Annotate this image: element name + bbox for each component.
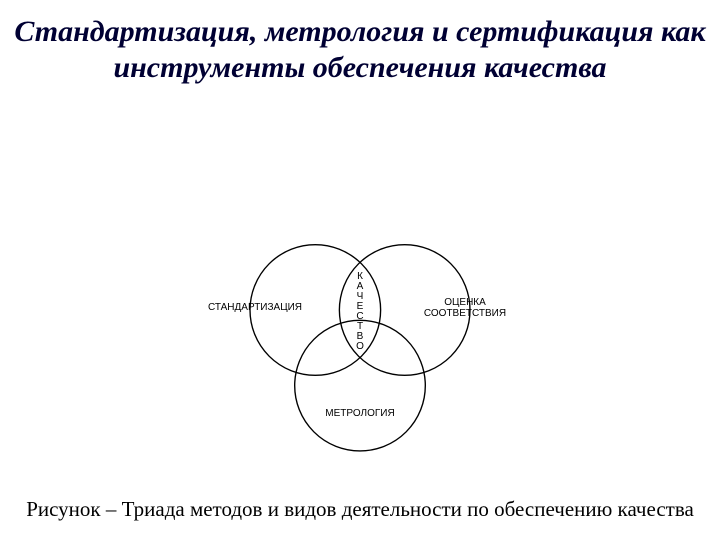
label-center: КАЧЕСТВО xyxy=(350,272,370,352)
figure-caption: Рисунок – Триада методов и видов деятель… xyxy=(0,496,720,522)
label-right: ОЦЕНКАСООТВЕТСТВИЯ xyxy=(405,297,525,319)
label-bottom: МЕТРОЛОГИЯ xyxy=(300,408,420,419)
page-title: Стандартизация, метрология и сертификаци… xyxy=(0,0,720,86)
venn-diagram: СТАНДАРТИЗАЦИЯ ОЦЕНКАСООТВЕТСТВИЯ МЕТРОЛ… xyxy=(0,145,720,475)
label-left: СТАНДАРТИЗАЦИЯ xyxy=(195,302,315,313)
